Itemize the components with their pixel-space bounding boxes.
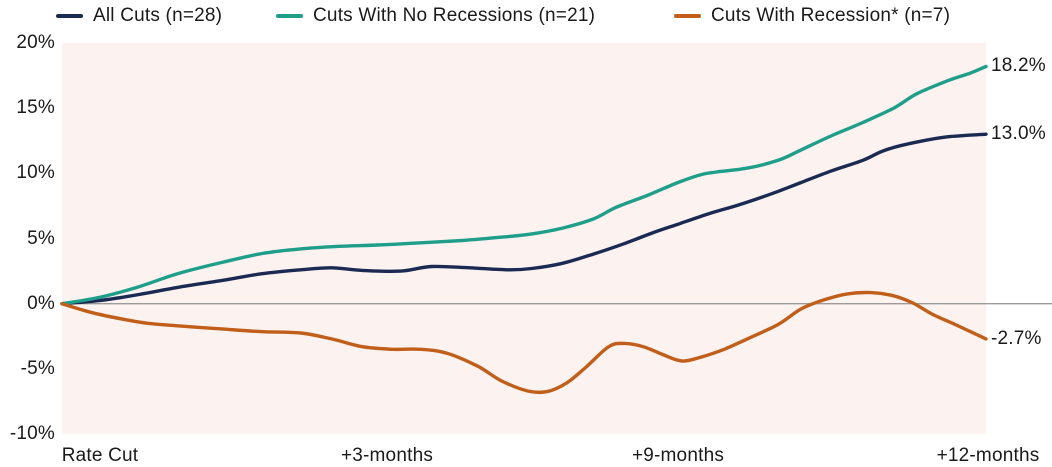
legend-swatch-icon: [674, 14, 701, 18]
y-axis-tick-label: -10%: [9, 423, 55, 444]
series-end-label: 13.0%: [991, 123, 1046, 145]
legend-swatch-icon: [276, 14, 303, 18]
legend-item: Cuts With No Recessions (n=21): [276, 5, 595, 27]
series-line-2: [60, 290, 988, 395]
series-line-0: [60, 132, 988, 306]
y-axis-tick-label: 5%: [27, 227, 55, 249]
legend-item-label: All Cuts (n=28): [93, 5, 223, 26]
x-axis-tick-label: +3-months: [340, 445, 434, 466]
series-line-1: [60, 64, 988, 306]
y-axis-tick-label: -5%: [20, 357, 55, 379]
x-axis-tick-label: +9-months: [631, 445, 725, 466]
y-axis-tick-label: 10%: [16, 162, 55, 184]
y-axis-tick-label: 20%: [16, 32, 55, 53]
y-axis-tick-label: 0%: [27, 292, 55, 314]
chart-legend: All Cuts (n=28) Cuts With No Recessions (…: [0, 0, 1052, 34]
y-axis-tick-label: 15%: [16, 97, 55, 119]
series-end-label: -2.7%: [991, 327, 1042, 349]
legend-swatch-icon: [56, 14, 83, 18]
legend-item-label: Cuts With No Recessions (n=21): [313, 5, 596, 26]
legend-item: All Cuts (n=28): [56, 5, 222, 27]
x-axis-tick-label: +12-months: [936, 445, 1040, 466]
plot-area-background: [62, 43, 986, 434]
legend-item-label: Cuts With Recession* (n=7): [711, 5, 951, 26]
series-end-label: 18.2%: [991, 55, 1046, 77]
x-axis-tick-label: Rate Cut: [61, 445, 139, 466]
legend-item: Cuts With Recession* (n=7): [674, 5, 950, 27]
